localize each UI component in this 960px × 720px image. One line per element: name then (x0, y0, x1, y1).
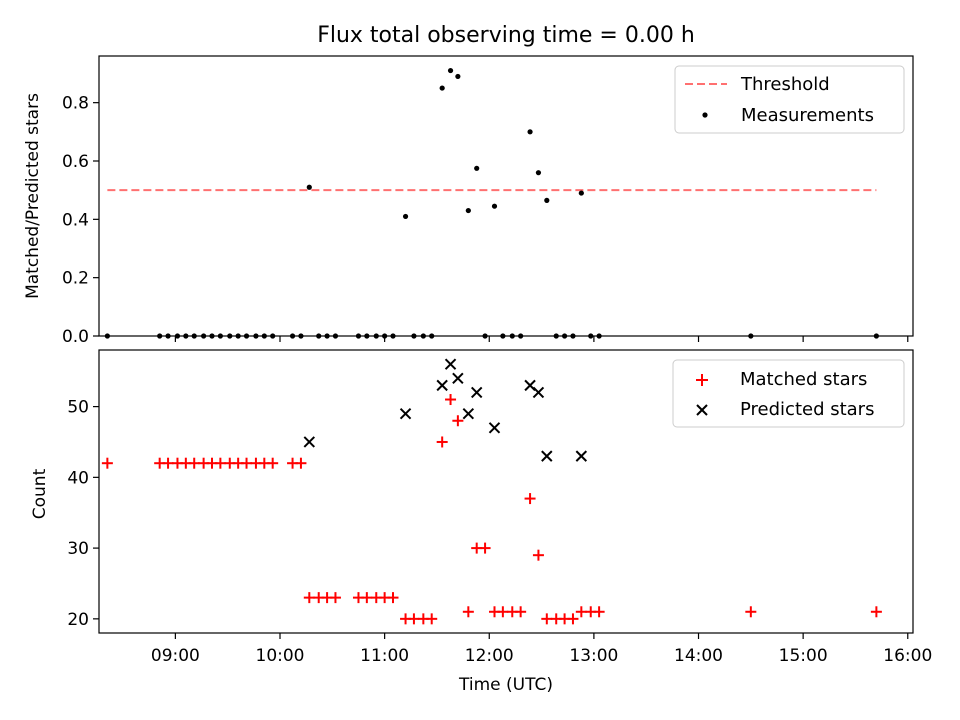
bottom-legend: Matched stars Predicted stars (672, 359, 905, 428)
bottom-y-tick-label: 50 (67, 398, 89, 418)
measurement-point (474, 165, 480, 171)
matched-star-point (387, 592, 399, 604)
top-y-tick-label: 0.0 (62, 327, 89, 347)
matched-star-point (870, 606, 882, 618)
matched-star-point (426, 613, 438, 625)
predicted-star-point (541, 450, 553, 462)
bottom-legend-box (672, 359, 905, 428)
bottom-y-tick-label: 30 (67, 539, 89, 559)
bottom-y-tick-label: 20 (67, 610, 89, 630)
count-panel: Count Time (UTC) 20 30 40 50 09:00 10:00 11:00… (30, 349, 932, 695)
matched-star-point (329, 592, 341, 604)
x-tick-label: 15:00 (779, 646, 828, 666)
chart-title: Flux total observing time = 0.00 h (317, 23, 695, 48)
legend-predicted-label: Predicted stars (740, 399, 874, 420)
top-legend: Threshold Measurements (674, 65, 905, 134)
bottom-axes-frame (98, 349, 914, 634)
predicted-star-point (470, 386, 483, 399)
matched-star-point (575, 606, 587, 618)
measurement-point (527, 129, 533, 135)
matched-star-point (515, 606, 527, 618)
measurement-point (578, 190, 584, 196)
measurement-point (447, 67, 454, 74)
legend-matched-swatch (696, 374, 708, 386)
matched-star-point (303, 592, 315, 604)
matched-star-point (436, 436, 448, 448)
legend-measurements-label: Measurements (741, 105, 874, 126)
measurement-point (439, 85, 445, 91)
matched-star-point (408, 613, 420, 625)
matched-star-point (452, 415, 464, 427)
top-y-tick-label: 0.4 (62, 210, 89, 230)
matched-star-point (295, 457, 307, 469)
matched-star-point (462, 606, 474, 618)
top-y-tick-label: 0.8 (62, 94, 89, 114)
predicted-star-point (575, 450, 588, 462)
predicted-star-point (452, 372, 464, 385)
matched-star-point (241, 457, 253, 469)
x-axis-label: Time (UTC) (458, 675, 553, 695)
legend-predicted-swatch (696, 404, 708, 416)
predicted-star-point (462, 407, 475, 420)
legend-matched-label: Matched stars (740, 369, 867, 390)
x-tick-label: 16:00 (883, 646, 932, 666)
matched-star-point (524, 493, 536, 505)
x-tick-label: 09:00 (151, 646, 200, 666)
predicted-star-point (399, 407, 412, 420)
x-tick-label: 14:00 (674, 646, 723, 666)
top-y-tick-label: 0.2 (62, 269, 89, 289)
measurement-point (306, 184, 312, 190)
measurement-point (491, 203, 498, 209)
matched-star-point (361, 592, 373, 604)
measurement-point (402, 213, 409, 220)
measurement-point (455, 73, 461, 80)
top-y-axis-label: Matched/Predicted stars (23, 93, 43, 299)
matched-star-point (567, 613, 579, 625)
predicted-star-point (444, 358, 457, 370)
predicted-star-point (436, 379, 448, 392)
legend-threshold-label: Threshold (740, 74, 830, 95)
matched-star-point (188, 457, 200, 469)
matched-star-point (541, 613, 553, 625)
top-axis-ticks: 0.0 0.2 0.4 0.6 0.8 (62, 94, 909, 347)
top-legend-box (674, 65, 905, 134)
measurement-point (535, 170, 542, 176)
x-tick-label: 10:00 (256, 646, 305, 666)
bottom-axis-ticks: 20 30 40 50 09:00 10:00 11:00 12:00 13:00 14:00 15… (67, 398, 932, 666)
matched-star-point (101, 457, 113, 469)
x-tick-label: 12:00 (465, 646, 514, 666)
matched-star-point (214, 457, 226, 469)
measurement-point (465, 207, 471, 214)
matched-star-point (497, 606, 509, 618)
matched-star-point (745, 606, 757, 618)
bottom-y-axis-label: Count (30, 468, 50, 519)
matched-star-point (445, 394, 457, 406)
matched-star-point (593, 606, 605, 618)
matched-star-point (532, 549, 544, 561)
predicted-star-point (488, 422, 501, 434)
predicted-star-point (532, 386, 545, 399)
matched-star-point (162, 457, 174, 469)
matched-star-point (267, 457, 279, 469)
x-tick-label: 13:00 (569, 646, 618, 666)
legend-measurement-swatch (702, 112, 708, 118)
matched-star-point (479, 542, 491, 554)
measurement-point (544, 197, 550, 203)
x-tick-label: 11:00 (360, 646, 409, 666)
ratio-panel: Flux total observing time = 0.00 h Match… (23, 23, 914, 347)
predicted-star-point (303, 436, 316, 448)
top-y-tick-label: 0.6 (62, 152, 89, 172)
top-axes-frame (98, 55, 914, 337)
bottom-plot-area (101, 358, 882, 625)
bottom-y-tick-label: 40 (67, 468, 89, 488)
